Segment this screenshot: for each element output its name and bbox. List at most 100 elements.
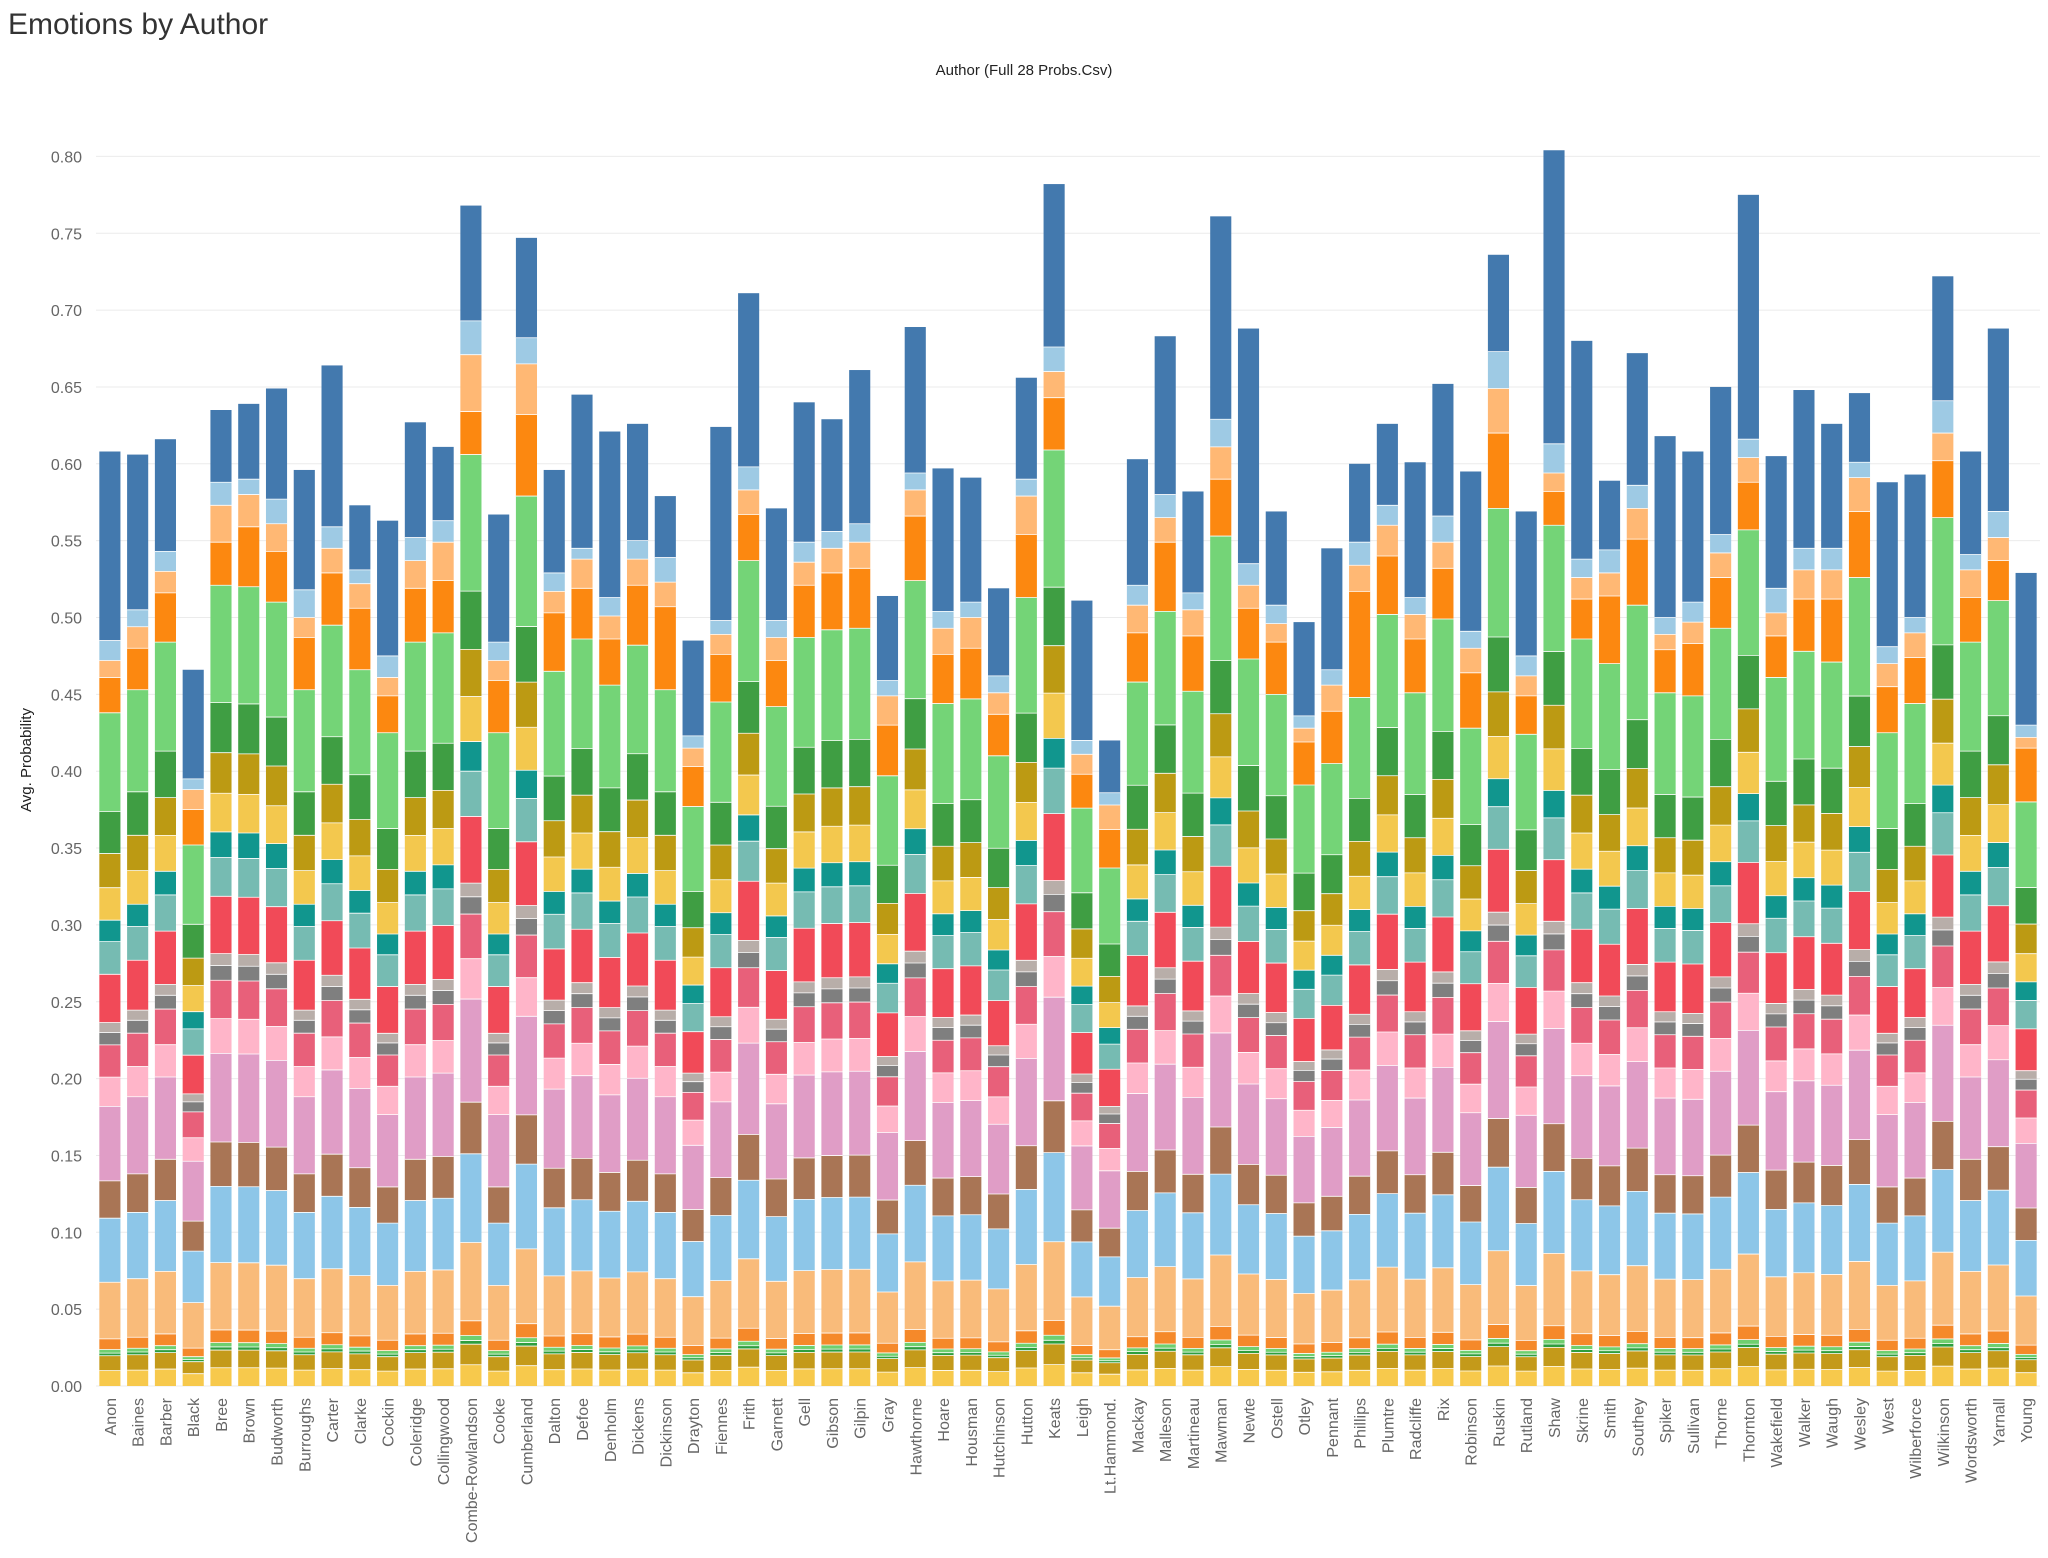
bar-fiennes[interactable] bbox=[710, 426, 732, 1386]
bar-lt-hammond[interactable] bbox=[1099, 740, 1121, 1386]
bar-spiker[interactable] bbox=[1654, 436, 1676, 1386]
bar-dickinson[interactable] bbox=[654, 496, 676, 1386]
bar-rix[interactable] bbox=[1432, 383, 1454, 1386]
bar-ostell[interactable] bbox=[1265, 511, 1287, 1386]
bar-cockin[interactable] bbox=[377, 520, 399, 1386]
bar-segment bbox=[432, 979, 454, 991]
bar-segment bbox=[1432, 997, 1454, 1035]
bar-combe-rowlandson[interactable] bbox=[460, 205, 482, 1386]
bar-segment bbox=[1099, 1228, 1121, 1257]
bar-wilkinson[interactable] bbox=[1932, 276, 1954, 1386]
bar-robinson[interactable] bbox=[1460, 471, 1482, 1386]
bar-hoare[interactable] bbox=[932, 468, 954, 1386]
bar-hawthorne[interactable] bbox=[904, 327, 926, 1386]
bar-mawman[interactable] bbox=[1210, 216, 1232, 1386]
x-tick-label: Drayton bbox=[686, 1398, 703, 1454]
bar-segment bbox=[849, 1332, 871, 1345]
bar-gilpin[interactable] bbox=[849, 370, 871, 1386]
bar-wilberforce[interactable] bbox=[1904, 474, 1926, 1386]
bar-young[interactable] bbox=[2015, 572, 2037, 1386]
bar-denholm[interactable] bbox=[599, 431, 621, 1386]
bar-plumtre[interactable] bbox=[1376, 423, 1398, 1386]
bar-sullivan[interactable] bbox=[1682, 451, 1704, 1387]
bar-clarke[interactable] bbox=[349, 505, 371, 1386]
bar-segment bbox=[432, 828, 454, 865]
bar-walker[interactable] bbox=[1793, 390, 1815, 1386]
bar-segment bbox=[1626, 845, 1648, 871]
bar-martineau[interactable] bbox=[1182, 491, 1204, 1386]
bar-wordsworth[interactable] bbox=[1960, 451, 1982, 1387]
bar-rutland[interactable] bbox=[1515, 511, 1537, 1386]
bar-radcliffe[interactable] bbox=[1404, 462, 1426, 1386]
bar-smith[interactable] bbox=[1598, 480, 1621, 1386]
bar-segment bbox=[821, 1333, 843, 1346]
bar-segment bbox=[793, 992, 815, 1007]
bar-segment bbox=[849, 885, 871, 923]
bar-segment bbox=[1904, 913, 1926, 936]
bar-dalton[interactable] bbox=[543, 469, 565, 1386]
bar-segment bbox=[1460, 1371, 1482, 1386]
bar-mackay[interactable] bbox=[1126, 459, 1148, 1386]
bar-segment bbox=[1904, 617, 1926, 633]
bar-barber[interactable] bbox=[154, 439, 176, 1386]
bar-segment bbox=[404, 995, 426, 1010]
bar-cooke[interactable] bbox=[488, 514, 510, 1386]
bar-thorne[interactable] bbox=[1710, 386, 1732, 1386]
bar-wesley[interactable] bbox=[1848, 393, 1871, 1386]
bar-malleson[interactable] bbox=[1154, 336, 1176, 1386]
bar-segment bbox=[1571, 929, 1593, 983]
bar-ruskin[interactable] bbox=[1487, 254, 1510, 1386]
bar-budworth[interactable] bbox=[265, 388, 288, 1386]
bar-yarnall[interactable] bbox=[1987, 328, 2009, 1386]
bar-gibson[interactable] bbox=[821, 419, 843, 1386]
bar-gray[interactable] bbox=[876, 595, 899, 1386]
bar-coleridge[interactable] bbox=[404, 422, 426, 1386]
bar-housman[interactable] bbox=[960, 477, 982, 1386]
bar-segment bbox=[238, 981, 260, 1020]
bar-keats[interactable] bbox=[1043, 184, 1065, 1386]
bar-segment bbox=[1654, 1354, 1676, 1371]
bar-segment bbox=[1210, 1326, 1232, 1340]
bar-hutchinson[interactable] bbox=[988, 588, 1010, 1386]
bar-black[interactable] bbox=[182, 669, 204, 1386]
bar-segment bbox=[1710, 988, 1732, 1003]
bar-leigh[interactable] bbox=[1071, 600, 1093, 1386]
bar-gell[interactable] bbox=[793, 402, 815, 1386]
bar-thornton[interactable] bbox=[1737, 194, 1759, 1386]
bar-anon[interactable] bbox=[99, 451, 121, 1387]
bar-brown[interactable] bbox=[238, 403, 260, 1386]
bar-segment bbox=[1404, 1352, 1426, 1355]
bar-garnett[interactable] bbox=[765, 508, 787, 1386]
bar-waugh[interactable] bbox=[1821, 423, 1843, 1386]
bar-segment bbox=[710, 1370, 732, 1386]
bar-segment bbox=[1293, 1359, 1315, 1373]
bar-cumberland[interactable] bbox=[515, 237, 538, 1386]
bar-pennant[interactable] bbox=[1321, 548, 1343, 1386]
bar-west[interactable] bbox=[1876, 482, 1898, 1386]
bar-dickens[interactable] bbox=[626, 423, 649, 1386]
bar-burroughs[interactable] bbox=[293, 469, 315, 1386]
bar-otley[interactable] bbox=[1293, 622, 1315, 1386]
bar-baines[interactable] bbox=[127, 454, 149, 1386]
bar-wakefield[interactable] bbox=[1765, 456, 1787, 1386]
bar-segment bbox=[1515, 1356, 1537, 1372]
bar-segment bbox=[127, 609, 149, 627]
bar-segment bbox=[99, 1044, 121, 1078]
bar-southey[interactable] bbox=[1626, 353, 1648, 1386]
bar-frith[interactable] bbox=[738, 293, 760, 1386]
bar-skrine[interactable] bbox=[1571, 340, 1593, 1386]
bar-segment bbox=[1376, 775, 1398, 815]
bar-defoe[interactable] bbox=[571, 394, 593, 1386]
bar-phillips[interactable] bbox=[1349, 463, 1371, 1386]
bar-segment bbox=[349, 999, 371, 1010]
bar-segment bbox=[1126, 1351, 1148, 1355]
bar-shaw[interactable] bbox=[1543, 150, 1565, 1386]
bar-collingwood[interactable] bbox=[432, 446, 454, 1386]
bar-bree[interactable] bbox=[210, 410, 232, 1386]
bar-newte[interactable] bbox=[1237, 328, 1260, 1386]
bar-drayton[interactable] bbox=[682, 640, 704, 1386]
bar-hutton[interactable] bbox=[1015, 377, 1037, 1386]
bar-segment bbox=[1265, 838, 1287, 875]
bar-segment bbox=[1099, 805, 1121, 830]
bar-carter[interactable] bbox=[321, 365, 343, 1386]
